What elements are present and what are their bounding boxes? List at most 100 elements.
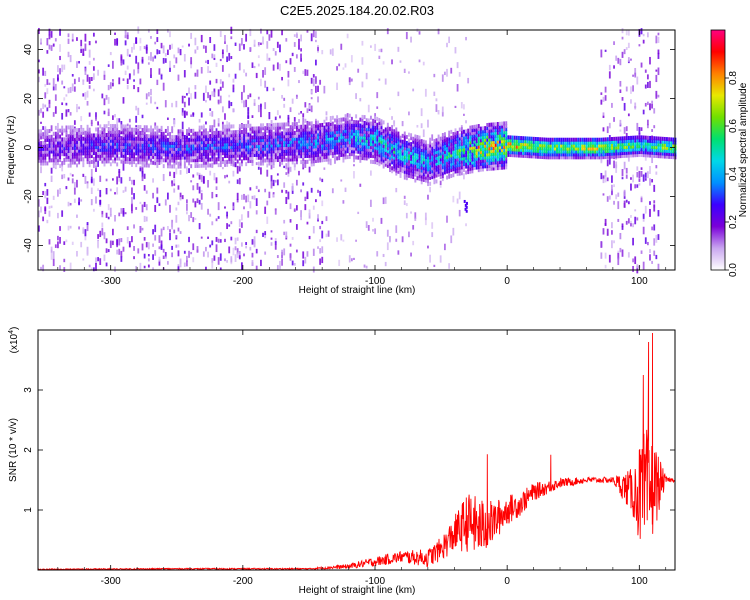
spectrogram-noise-cell xyxy=(391,116,393,120)
spectrogram-ridge-cell xyxy=(71,140,74,145)
spectrogram-ridge-cell xyxy=(350,128,353,133)
spectrogram-ridge-cell xyxy=(57,134,59,139)
spectrogram-noise-cell xyxy=(143,185,146,191)
spectrogram-noise-cell xyxy=(272,194,275,198)
spectrogram-ridge-cell xyxy=(611,142,613,147)
spectrogram-ridge-cell xyxy=(551,137,554,142)
spectrogram-ridge-cell xyxy=(454,143,457,148)
spectrogram-noise-cell xyxy=(623,189,626,197)
spectrogram-ridge-cell xyxy=(452,132,455,137)
spectrogram-ridge-cell xyxy=(293,122,296,127)
spectrogram-ridge-cell xyxy=(465,135,468,140)
spectrogram-noise-cell xyxy=(141,227,144,231)
spectrogram-ridge-cell xyxy=(443,141,446,146)
spectrogram-ridge-cell xyxy=(190,149,193,154)
spectrogram-ridge-cell xyxy=(50,149,53,154)
spectrogram-ridge-cell xyxy=(405,164,408,169)
spectrogram-noise-cell xyxy=(50,167,53,174)
spectrogram-ridge-cell xyxy=(54,143,57,148)
spectrogram-ridge-cell xyxy=(209,163,212,168)
spectrogram-ridge-cell xyxy=(458,168,461,173)
spectrogram-ridge-cell xyxy=(200,146,203,151)
spectrogram-ridge-cell xyxy=(105,147,108,152)
spectrogram-ridge-cell xyxy=(217,145,220,150)
spectrogram-ridge-cell xyxy=(369,115,372,120)
spectrogram-noise-cell xyxy=(143,265,146,269)
spectrogram-ridge-cell xyxy=(577,143,580,148)
spectrogram-ridge-cell xyxy=(359,135,362,140)
spectrogram-ridge-cell xyxy=(579,137,582,142)
spectrogram-ridge-cell xyxy=(465,129,468,134)
spectrogram-ridge-cell xyxy=(395,162,398,167)
spectrogram-ridge-cell xyxy=(124,153,127,158)
spectrogram-ridge-cell xyxy=(365,118,368,123)
spectrogram-ridge-cell xyxy=(221,127,224,132)
spectrogram-noise-cell xyxy=(61,166,64,172)
spectrogram-ridge-cell xyxy=(541,143,544,148)
spectrogram-ridge-cell xyxy=(469,152,472,157)
spectrogram-ridge-cell xyxy=(82,139,85,144)
spectrogram-noise-cell xyxy=(215,78,218,84)
spectrogram-ridge-cell xyxy=(230,124,233,129)
spectrogram-ridge-cell xyxy=(458,142,461,147)
spectrogram-ridge-cell xyxy=(238,135,241,140)
spectrogram-ridge-cell xyxy=(467,167,470,172)
spectrogram-ridge-cell xyxy=(433,153,436,158)
spectrogram-ridge-cell xyxy=(291,122,294,127)
spectrogram-ridge-cell xyxy=(553,143,556,148)
spectrogram-ridge-cell xyxy=(154,149,157,154)
spectrogram-ridge-cell xyxy=(501,130,503,135)
spectrogram-ridge-cell xyxy=(460,144,463,149)
spectrogram-ridge-cell xyxy=(71,128,74,133)
spectrogram-ridge-cell xyxy=(116,135,119,140)
spectrogram-ridge-cell xyxy=(403,157,406,162)
spectrogram-ridge-cell xyxy=(289,154,292,159)
spectrogram-ridge-cell xyxy=(334,144,336,149)
spectrogram-ridge-cell xyxy=(219,163,222,168)
spectrogram-ridge-cell xyxy=(240,162,243,167)
spectrogram-noise-cell xyxy=(154,250,157,256)
spectrogram-noise-cell xyxy=(118,118,121,123)
spectrogram-ridge-cell xyxy=(638,150,641,155)
spectrogram-ridge-cell xyxy=(147,145,150,150)
spectrogram-ridge-cell xyxy=(190,158,193,163)
spectrogram-ridge-cell xyxy=(471,131,474,136)
spectrogram-ridge-cell xyxy=(202,131,205,136)
spectrogram-ridge-cell xyxy=(382,155,385,160)
spectrogram-ridge-cell xyxy=(454,137,457,142)
spectrogram-ridge-cell xyxy=(359,138,362,143)
spectrogram-ridge-cell xyxy=(287,131,290,136)
spectrogram-ridge-cell xyxy=(365,124,368,129)
spectrogram-ridge-cell xyxy=(221,142,224,147)
spectrogram-ridge-cell xyxy=(124,150,127,155)
spectrogram-ridge-cell xyxy=(114,138,117,143)
spectrogram-ridge-cell xyxy=(217,139,220,144)
spectrogram-ridge-cell xyxy=(441,165,444,170)
spectrogram-ridge-cell xyxy=(92,156,95,161)
spectrogram-noise-cell xyxy=(122,190,125,193)
spectrogram-noise-cell xyxy=(287,70,290,78)
spectrogram-ridge-cell xyxy=(408,156,410,161)
spectrogram-ridge-cell xyxy=(295,127,298,132)
spectrogram-ridge-cell xyxy=(306,124,309,129)
spectrogram-noise-cell xyxy=(50,246,53,250)
spectrogram-noise-cell xyxy=(202,92,205,101)
spectrogram-noise-cell xyxy=(95,160,97,169)
spectrogram-ridge-cell xyxy=(389,138,391,143)
spectrogram-ridge-cell xyxy=(52,146,55,151)
spectrogram-noise-cell xyxy=(319,79,322,85)
spectrogram-ridge-cell xyxy=(293,133,296,138)
spectrogram-noise-cell xyxy=(617,252,620,259)
spectrogram-ridge-cell xyxy=(372,151,374,156)
spectrogram-noise-cell xyxy=(84,33,87,42)
spectrogram-noise-cell xyxy=(344,63,347,68)
spectrogram-ridge-cell xyxy=(433,139,436,144)
spectrogram-ridge-cell xyxy=(448,168,451,173)
spectrogram-noise-cell xyxy=(431,232,434,238)
spectrogram-ridge-cell xyxy=(122,150,125,155)
spectrogram-ridge-cell xyxy=(439,148,442,153)
spectrogram-ridge-cell xyxy=(302,136,305,141)
spectrogram-noise-cell xyxy=(67,33,70,38)
spectrogram-ridge-cell xyxy=(505,147,508,152)
spectrogram-ridge-cell xyxy=(112,132,114,137)
